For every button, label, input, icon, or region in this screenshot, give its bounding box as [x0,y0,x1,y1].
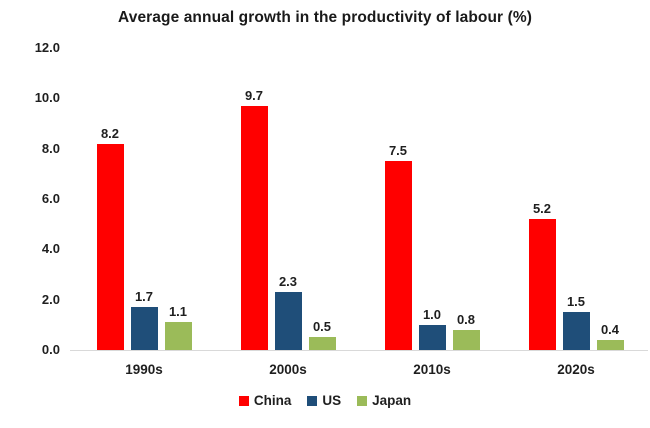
bar-wrap: 0.5 [308,48,336,350]
bar-us-2000s [274,292,302,350]
x-axis-label-2000s: 2000s [269,362,307,377]
bar-wrap: 2.3 [274,48,302,350]
bar-china-2010s [384,161,412,350]
y-tick-label: 8.0 [41,140,60,156]
bar-japan-2020s [596,339,624,350]
bar-china-2000s [240,105,268,350]
bar-us-2010s [418,324,446,350]
bar-value-label: 7.5 [388,143,408,159]
bar-wrap: 9.7 [240,48,268,350]
legend-item-china: China [238,393,292,408]
bar-value-label: 0.8 [456,311,476,327]
bar-wrap: 1.5 [562,48,590,350]
bar-japan-2000s [308,337,336,350]
legend-label: US [322,393,342,408]
legend-label: China [253,393,292,408]
bar-group-2020s: 5.2 1.5 0.4 [504,48,648,350]
y-tick-label: 4.0 [41,241,60,257]
bar-japan-2010s [452,329,480,350]
bar-value-label: 8.2 [100,125,120,141]
legend-swatch-icon [357,395,368,406]
legend-item-us: US [307,393,341,408]
x-axis-line [70,350,648,351]
bar-china-2020s [528,219,556,350]
bar-value-label: 0.4 [600,321,620,337]
bar-value-label: 1.1 [168,304,188,320]
bar-us-2020s [562,312,590,350]
bar-wrap: 1.0 [418,48,446,350]
chart-title: Average annual growth in the productivit… [118,9,532,26]
bar-japan-1990s [164,322,192,350]
y-tick-label: 2.0 [41,291,60,307]
bar-value-label: 9.7 [244,87,264,103]
bar-value-label: 1.0 [422,306,442,322]
legend: China US Japan [0,393,650,408]
x-axis-label-2020s: 2020s [557,362,595,377]
y-tick-label: 0.0 [41,342,60,357]
bar-wrap: 8.2 [96,48,124,350]
bar-wrap: 0.8 [452,48,480,350]
bar-group-2000s: 9.7 2.3 0.5 [216,48,360,350]
bar-china-1990s [96,143,124,350]
bar-group-2010s: 7.5 1.0 0.8 [360,48,504,350]
bar-wrap: 5.2 [528,48,556,350]
bar-wrap: 1.1 [164,48,192,350]
bar-wrap: 0.4 [596,48,624,350]
bar-wrap: 1.7 [130,48,158,350]
y-tick-label: 6.0 [41,191,60,206]
x-axis-label-1990s: 1990s [125,362,163,377]
bar-value-label: 2.3 [278,274,298,290]
bar-group-1990s: 8.2 1.7 1.1 [72,48,216,350]
bar-wrap: 7.5 [384,48,412,350]
legend-item-japan: Japan [357,393,411,408]
bar-value-label: 1.7 [134,289,154,305]
x-axis-label-2010s: 2010s [413,362,451,377]
y-tick-label: 10.0 [34,90,60,106]
y-tick-label: 12.0 [34,40,60,55]
bar-value-label: 0.5 [312,319,332,335]
bar-value-label: 5.2 [532,201,552,217]
bar-us-1990s [130,307,158,350]
legend-swatch-icon [307,395,318,406]
legend-label: Japan [372,393,412,408]
legend-swatch-icon [238,395,249,406]
bar-value-label: 1.5 [566,294,586,310]
